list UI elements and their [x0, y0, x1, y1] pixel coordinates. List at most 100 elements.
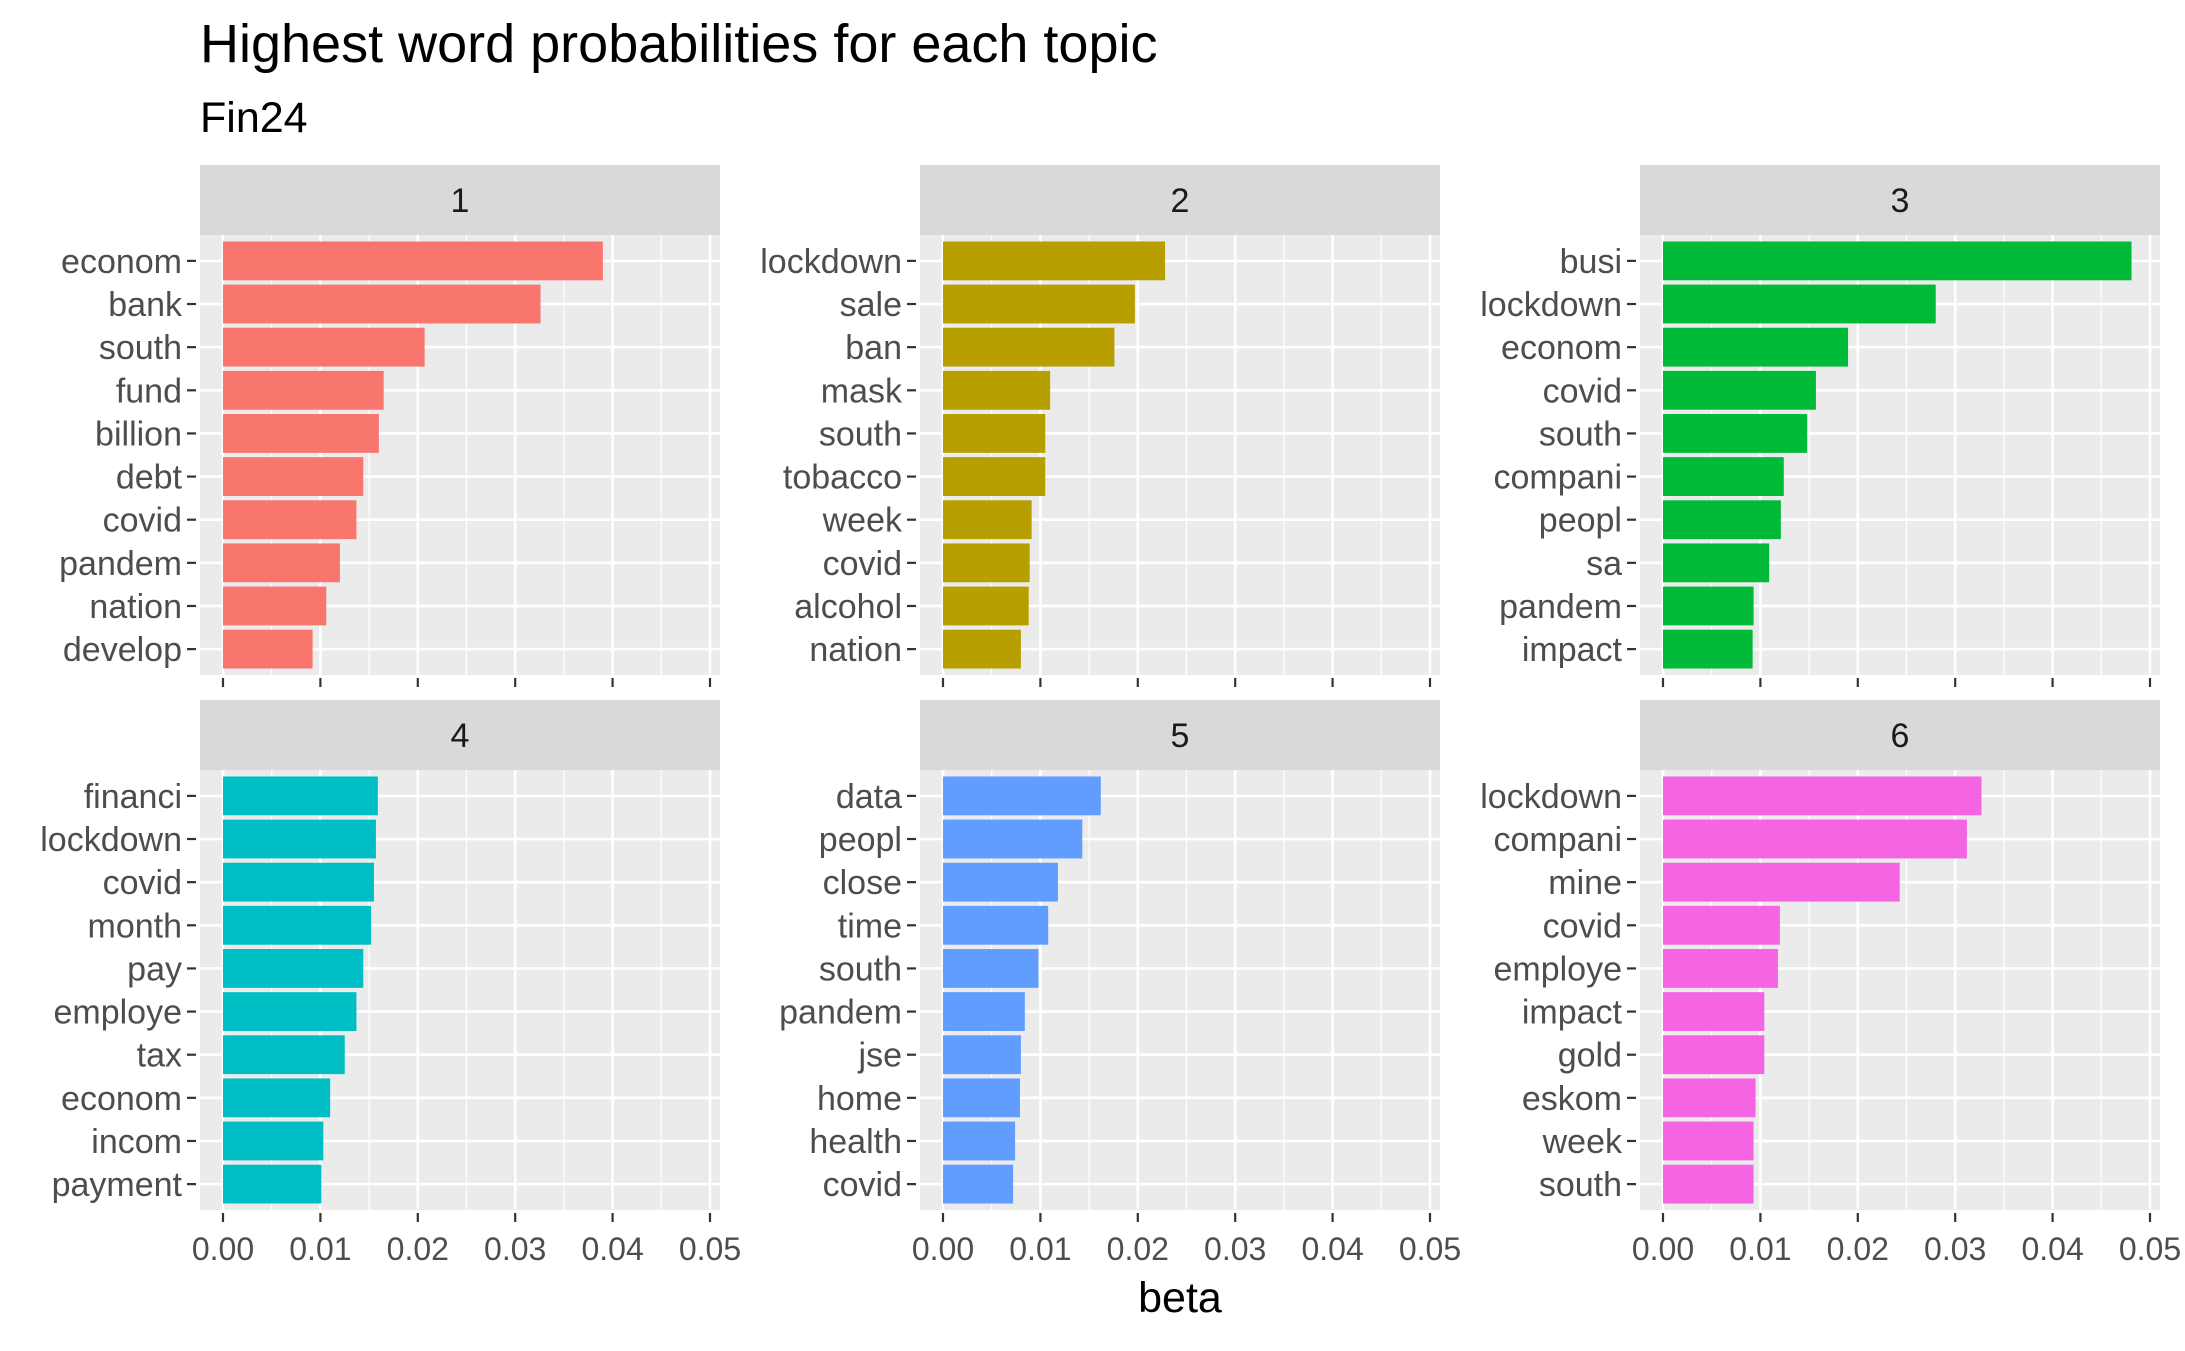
y-tick-label-1-8: nation	[89, 588, 182, 626]
bar-6-employe	[1663, 949, 1778, 988]
bar-1-pandem	[223, 543, 340, 583]
y-tick-label-3-8: pandem	[1499, 588, 1622, 626]
x-tick-label-4-0: 0.00	[192, 1231, 254, 1267]
y-tick-label-6-8: week	[1542, 1123, 1623, 1161]
y-tick-label-3-1: lockdown	[1480, 286, 1622, 324]
x-tick-label-6-4: 0.04	[2021, 1231, 2083, 1267]
x-tick-label-4-2: 0.02	[387, 1231, 449, 1267]
y-tick-label-5-2: close	[823, 864, 902, 902]
chart-subtitle: Fin24	[200, 94, 308, 142]
bar-5-close	[943, 862, 1058, 902]
y-tick-label-1-9: develop	[63, 631, 182, 669]
bar-5-jse	[943, 1035, 1021, 1075]
bar-4-incom	[223, 1121, 324, 1161]
y-tick-label-3-7: sa	[1586, 545, 1622, 583]
y-tick-label-3-3: covid	[1543, 372, 1622, 410]
bar-1-develop	[223, 629, 313, 669]
x-tick-label-4-5: 0.05	[679, 1231, 741, 1267]
bar-2-lockdown	[943, 241, 1166, 281]
bar-2-ban	[943, 327, 1115, 367]
y-tick-label-2-4: south	[819, 415, 902, 453]
bar-1-econom	[223, 241, 603, 281]
y-tick-label-6-9: south	[1539, 1166, 1622, 1204]
bar-3-covid	[1663, 370, 1816, 410]
bar-2-tobacco	[943, 457, 1046, 496]
bar-3-impact	[1663, 629, 1753, 669]
y-tick-label-2-9: nation	[809, 631, 902, 669]
bar-2-week	[943, 500, 1032, 540]
x-tick-label-4-1: 0.01	[289, 1231, 351, 1267]
y-tick-label-5-0: data	[836, 778, 902, 816]
bar-2-south	[943, 414, 1046, 453]
y-tick-label-4-0: financi	[84, 778, 182, 816]
y-tick-label-3-4: south	[1539, 415, 1622, 453]
y-tick-label-2-2: ban	[845, 329, 902, 367]
x-tick-label-6-3: 0.03	[1924, 1231, 1986, 1267]
facet-strip-label-6: 6	[1891, 717, 1910, 755]
bar-1-bank	[223, 284, 541, 324]
y-tick-label-1-6: covid	[103, 502, 182, 540]
y-tick-label-5-5: pandem	[779, 994, 902, 1032]
facet-panel-1: 1 econom bank south fund billion debt covid pand…	[59, 165, 720, 687]
bar-2-sale	[943, 284, 1135, 324]
bar-3-lockdown	[1663, 284, 1936, 324]
facets: 1 econom bank south fund billion debt covid pand…	[40, 165, 2181, 1267]
y-tick-label-2-5: tobacco	[783, 459, 902, 497]
facet-strip-label-5: 5	[1171, 717, 1190, 755]
x-tick-label-5-1: 0.01	[1009, 1231, 1071, 1267]
y-tick-label-6-3: covid	[1543, 907, 1622, 945]
y-tick-label-2-0: lockdown	[760, 243, 902, 281]
bar-5-covid	[943, 1164, 1014, 1204]
y-tick-label-1-3: fund	[116, 372, 182, 410]
facet-strip-label-2: 2	[1171, 182, 1190, 220]
bar-6-lockdown	[1663, 776, 1982, 816]
facet-strip-label-1: 1	[451, 182, 470, 220]
y-tick-label-1-7: pandem	[59, 545, 182, 583]
x-tick-label-5-2: 0.02	[1107, 1231, 1169, 1267]
y-tick-label-3-9: impact	[1522, 631, 1623, 669]
y-tick-label-6-2: mine	[1548, 864, 1622, 902]
y-tick-label-5-4: south	[819, 950, 902, 988]
y-tick-label-2-7: covid	[823, 545, 902, 583]
y-tick-label-4-8: incom	[91, 1123, 182, 1161]
x-tick-label-6-5: 0.05	[2119, 1231, 2181, 1267]
y-tick-label-2-3: mask	[821, 372, 903, 410]
x-tick-label-5-3: 0.03	[1204, 1231, 1266, 1267]
y-tick-label-5-6: jse	[858, 1037, 902, 1075]
bar-6-eskom	[1663, 1078, 1756, 1118]
bar-6-compani	[1663, 819, 1967, 859]
facet-panel-2: 2 lockdown sale ban mask south tobacco week covi…	[760, 165, 1440, 687]
y-tick-label-2-6: week	[822, 502, 903, 540]
y-tick-label-3-2: econom	[1501, 329, 1622, 367]
y-tick-label-6-4: employe	[1493, 950, 1622, 988]
y-tick-label-5-1: peopl	[819, 821, 902, 859]
bar-3-busi	[1663, 241, 2132, 281]
bar-1-billion	[223, 414, 379, 453]
bar-2-mask	[943, 370, 1051, 410]
bar-5-south	[943, 949, 1039, 988]
bar-4-month	[223, 905, 372, 945]
x-tick-label-5-4: 0.04	[1301, 1231, 1363, 1267]
y-tick-label-6-6: gold	[1558, 1037, 1622, 1075]
x-tick-label-5-5: 0.05	[1399, 1231, 1461, 1267]
bar-4-econom	[223, 1078, 331, 1118]
y-tick-label-3-0: busi	[1560, 243, 1622, 281]
facet-strip-1	[200, 165, 720, 235]
y-tick-label-6-0: lockdown	[1480, 778, 1622, 816]
y-tick-label-4-1: lockdown	[40, 821, 182, 859]
facet-strip-2	[920, 165, 1440, 235]
bar-4-tax	[223, 1035, 345, 1075]
y-tick-label-6-1: compani	[1493, 821, 1622, 859]
y-tick-label-4-3: month	[88, 907, 183, 945]
y-tick-label-4-6: tax	[137, 1037, 182, 1075]
bar-3-south	[1663, 414, 1808, 453]
y-tick-label-4-9: payment	[52, 1166, 183, 1204]
y-tick-label-5-8: health	[809, 1123, 902, 1161]
bar-5-peopl	[943, 819, 1083, 859]
y-tick-label-1-2: south	[99, 329, 182, 367]
bar-3-sa	[1663, 543, 1770, 583]
y-tick-label-1-1: bank	[108, 286, 183, 324]
y-tick-label-4-7: econom	[61, 1080, 182, 1118]
